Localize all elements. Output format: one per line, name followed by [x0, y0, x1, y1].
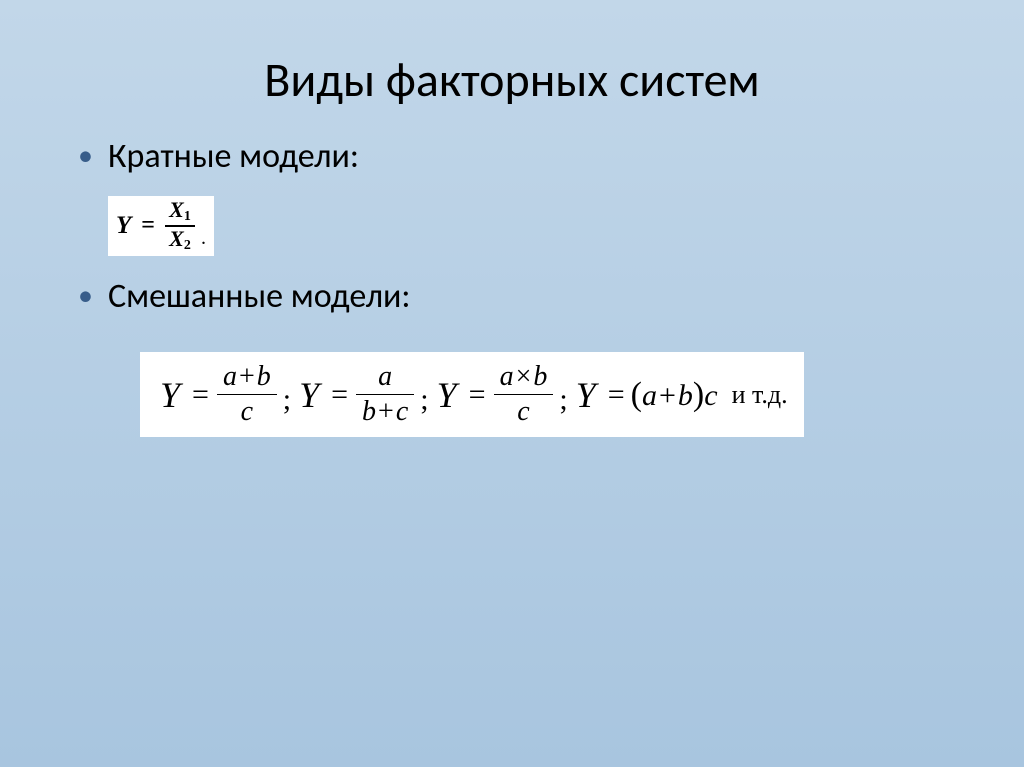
formula1-lhs: Y — [116, 212, 141, 240]
bullet-item: Кратные модели: — [70, 134, 954, 180]
trailing-dot: . — [195, 227, 206, 254]
fraction: a+b c — [215, 360, 279, 430]
plain-expression: (a+b)c — [631, 376, 718, 414]
equals-sign: = — [602, 378, 631, 412]
fraction: X1 X2 — [165, 198, 195, 254]
formula2-lhs-3: Y — [437, 374, 463, 416]
formula2-lhs-2: Y — [299, 374, 325, 416]
separator: ; — [555, 383, 575, 429]
formula-mixed: Y = a+b c ; Y = a b+c — [140, 352, 804, 438]
equals-sign: = — [141, 212, 165, 239]
slide: Виды факторных систем Кратные модели: Y … — [0, 0, 1024, 767]
separator: ; — [279, 383, 299, 429]
formula2-lhs-4: Y — [576, 374, 602, 416]
equals-sign: = — [325, 378, 354, 412]
equals-sign: = — [463, 378, 492, 412]
formula2-lhs-1: Y — [160, 374, 186, 416]
bullet-item: Смешанные модели: — [70, 274, 954, 320]
numerator-sub: 1 — [184, 209, 191, 224]
denominator-var: X — [169, 226, 184, 251]
page-title: Виды факторных систем — [0, 0, 1024, 134]
denominator-sub: 2 — [184, 238, 191, 253]
equals-sign: = — [186, 378, 215, 412]
formula-ratio: Y = X1 X2 . — [108, 196, 214, 256]
et-cetera: и т.д. — [718, 380, 788, 410]
fraction: a b+c — [354, 360, 416, 430]
fraction: a×b c — [492, 360, 556, 430]
content-area: Кратные модели: Y = X1 X2 . Смешанные мо… — [0, 134, 1024, 437]
separator: ; — [416, 383, 436, 429]
numerator-var: X — [169, 197, 184, 222]
